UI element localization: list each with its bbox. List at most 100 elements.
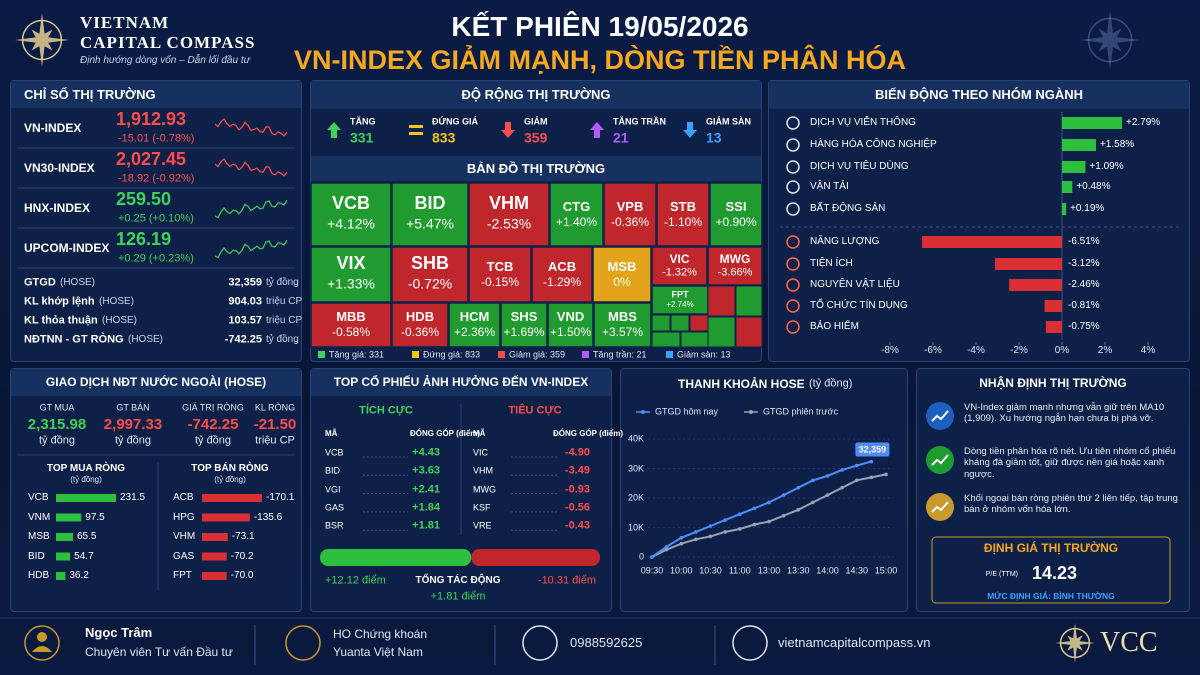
stat-value: 904.03 [228, 295, 262, 308]
cell-change: +3.57% [601, 324, 644, 339]
ticker: GAS [173, 550, 195, 562]
y-tick-label: 10K [627, 522, 644, 533]
sector-icon [786, 278, 800, 292]
stat-unit: triệu CP [266, 296, 303, 307]
outlook-text: VN-Index giảm mạnh nhưng vẫn giữ trên MA… [964, 402, 1165, 425]
y-tick-label: 0 [638, 551, 644, 562]
point [679, 536, 684, 540]
contribution: -3.49 [564, 464, 590, 477]
contribution: -4.90 [564, 446, 590, 459]
footer-role: Chuyên viên Tư vấn Đầu tư [85, 644, 233, 659]
summary-label: GIÁ TRỊ RÒNG [182, 402, 244, 413]
point [723, 530, 727, 534]
footer-company: Yuanta Việt Nam [333, 644, 423, 659]
panel-title: NHẬN ĐỊNH THỊ TRƯỜNG [979, 375, 1127, 390]
cell-ticker: HDB [405, 309, 435, 325]
point [796, 485, 801, 490]
panel-title: TOP CỔ PHIẾU ẢNH HƯỞNG ĐẾN VN-INDEX [333, 374, 589, 389]
legend-label: GTGD phiên trước [763, 406, 838, 417]
index-value: 126.19 [116, 229, 172, 250]
list-title: TOP MUA RÒNG [46, 463, 126, 474]
point [781, 513, 786, 518]
treemap-cell-small [735, 316, 763, 348]
point [752, 506, 757, 511]
cell-change: +5.47% [406, 215, 454, 232]
summary-unit: tỷ đồng [114, 434, 152, 447]
summary-value: -742.25 [187, 416, 239, 433]
cell-change: 0% [613, 274, 631, 289]
bar [994, 258, 1062, 270]
footer-icon [522, 625, 558, 661]
x-tick-label: 0% [1054, 345, 1070, 356]
outlook-glyph [931, 501, 949, 513]
legend-swatch [412, 351, 419, 358]
summary-value: 2,997.33 [103, 416, 163, 433]
treemap-cell [656, 182, 710, 247]
stat-label: KL thỏa thuận [24, 314, 98, 327]
contribution: +4.43 [412, 446, 440, 459]
contribution: +1.81 [412, 519, 440, 532]
line [651, 460, 872, 558]
treemap-cell [391, 246, 469, 303]
header-bar [311, 369, 611, 396]
x-tick-label: 14:30 [845, 565, 869, 576]
col-header: MÃ [325, 429, 338, 439]
footer-icon [285, 625, 321, 661]
title: KẾT PHIÊN 19/05/2026 [451, 11, 749, 43]
sector-icon [786, 299, 800, 313]
avatar-head [37, 632, 47, 642]
value-label: -70.0 [230, 570, 254, 581]
point [737, 527, 742, 531]
col-header: ĐÓNG GÓP (điểm) [553, 429, 624, 439]
breadth-value: 13 [706, 129, 722, 146]
cell-ticker: VPB [616, 198, 644, 214]
index-value: 259.50 [116, 189, 172, 210]
treemap-cell [391, 182, 469, 247]
value-label: +0.19% [1070, 203, 1105, 214]
cell-change: -0.72% [407, 275, 453, 292]
ticker: VCB [28, 492, 49, 503]
brand-line1: VIETNAM [80, 12, 170, 32]
cell-ticker: SHB [410, 252, 450, 273]
bar [56, 513, 82, 522]
bar [202, 513, 250, 522]
panel [916, 368, 1190, 612]
footer-icon [24, 625, 60, 661]
summary-value: 2,315.98 [27, 416, 87, 433]
x-tick-label: 11:00 [728, 565, 751, 576]
point [854, 478, 859, 483]
stat-unit: triệu CP [266, 315, 303, 326]
valuation-title: ĐỊNH GIÁ THỊ TRƯỜNG [983, 540, 1119, 555]
sector-name: TỔ CHỨC TÍN DỤNG [810, 300, 908, 311]
point [737, 512, 742, 517]
ticker: VGI [325, 484, 341, 495]
breadth-value: 833 [432, 129, 456, 146]
treemap-cell-small [707, 316, 736, 348]
legend-label: GTGD hôm nay [655, 406, 719, 417]
stat-value: 32,359 [228, 276, 262, 289]
header-bar [11, 369, 301, 396]
value-label: 231.5 [120, 492, 146, 503]
group-title: TÍCH CỰC [359, 404, 413, 417]
treemap-cell [549, 182, 604, 247]
value-label: -70.2 [230, 550, 254, 562]
header-bar [311, 156, 761, 181]
data-label: 32,359 [858, 444, 887, 455]
x-tick-label: 10:30 [699, 565, 722, 576]
point [694, 537, 698, 542]
index-name: VN-INDEX [24, 120, 82, 135]
breadth-label: GIẢM SÀN [706, 116, 751, 127]
value-label: 65.5 [76, 531, 97, 542]
value-label: -6.51% [1068, 236, 1100, 247]
summary-label: GT BÁN [116, 402, 150, 413]
cell-change: +2.74% [666, 300, 694, 310]
impact-bar-negative [471, 549, 600, 566]
stat-note: (HOSE) [128, 334, 163, 345]
x-tick-label: -8% [881, 345, 899, 356]
point [811, 478, 815, 483]
icon [683, 122, 697, 138]
cell-ticker: STB [670, 198, 696, 214]
index-change: -18.92 (-0.92%) [118, 172, 195, 185]
index-change: +0.25 (+0.10%) [118, 212, 194, 225]
contribution: +1.84 [412, 501, 440, 514]
